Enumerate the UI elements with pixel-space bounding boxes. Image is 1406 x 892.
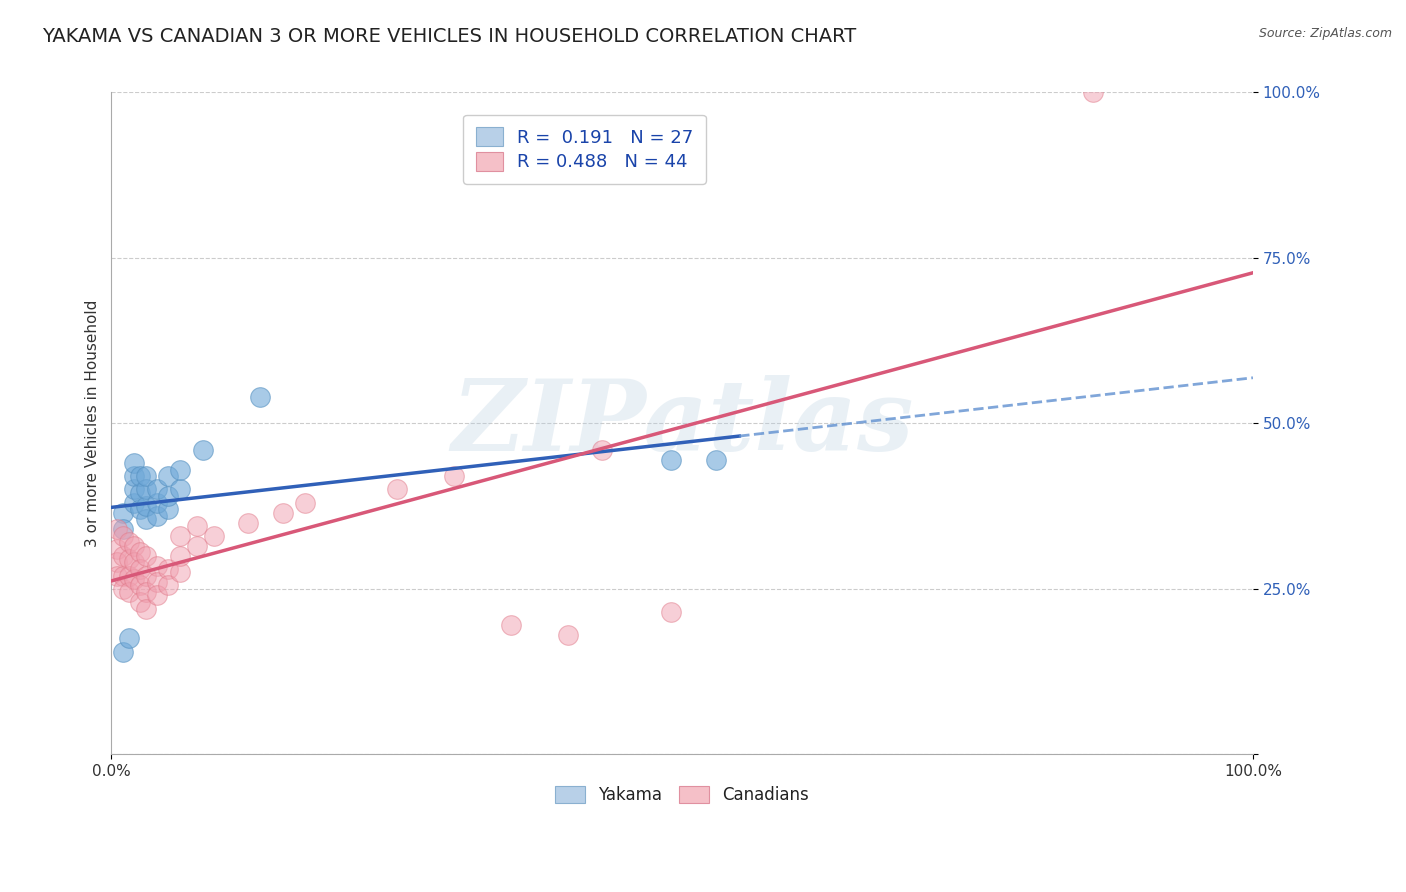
Point — [659, 605, 682, 619]
Point — [157, 469, 180, 483]
Point — [135, 601, 157, 615]
Point — [557, 628, 579, 642]
Point — [129, 485, 152, 500]
Point — [111, 522, 134, 536]
Point — [105, 522, 128, 536]
Point — [169, 565, 191, 579]
Point — [111, 582, 134, 596]
Point — [146, 558, 169, 573]
Point — [135, 499, 157, 513]
Y-axis label: 3 or more Vehicles in Household: 3 or more Vehicles in Household — [86, 300, 100, 547]
Point — [135, 483, 157, 497]
Point — [129, 502, 152, 516]
Point — [146, 483, 169, 497]
Point — [202, 529, 225, 543]
Point — [105, 555, 128, 569]
Point — [117, 568, 139, 582]
Point — [117, 535, 139, 549]
Point — [111, 568, 134, 582]
Point — [499, 618, 522, 632]
Point — [111, 529, 134, 543]
Point — [135, 585, 157, 599]
Point — [271, 506, 294, 520]
Point — [111, 549, 134, 563]
Point — [129, 545, 152, 559]
Point — [249, 390, 271, 404]
Point — [122, 456, 145, 470]
Point — [443, 469, 465, 483]
Point — [135, 469, 157, 483]
Point — [591, 442, 613, 457]
Legend: Yakama, Canadians: Yakama, Canadians — [547, 777, 817, 812]
Point — [117, 552, 139, 566]
Point — [146, 588, 169, 602]
Point — [186, 539, 208, 553]
Point — [169, 462, 191, 476]
Point — [129, 562, 152, 576]
Point — [157, 562, 180, 576]
Point — [111, 645, 134, 659]
Point — [294, 496, 316, 510]
Point — [157, 502, 180, 516]
Point — [659, 452, 682, 467]
Point — [1081, 86, 1104, 100]
Text: YAKAMA VS CANADIAN 3 OR MORE VEHICLES IN HOUSEHOLD CORRELATION CHART: YAKAMA VS CANADIAN 3 OR MORE VEHICLES IN… — [42, 27, 856, 45]
Point — [111, 506, 134, 520]
Point — [706, 452, 728, 467]
Point — [122, 469, 145, 483]
Text: Source: ZipAtlas.com: Source: ZipAtlas.com — [1258, 27, 1392, 40]
Point — [122, 483, 145, 497]
Point — [169, 529, 191, 543]
Point — [135, 549, 157, 563]
Point — [135, 512, 157, 526]
Point — [122, 572, 145, 586]
Point — [169, 483, 191, 497]
Point — [122, 496, 145, 510]
Point — [169, 549, 191, 563]
Point — [129, 578, 152, 592]
Point — [105, 568, 128, 582]
Point — [122, 555, 145, 569]
Point — [157, 578, 180, 592]
Point — [146, 508, 169, 523]
Point — [117, 585, 139, 599]
Point — [117, 632, 139, 646]
Text: ZIPatlas: ZIPatlas — [451, 375, 914, 472]
Point — [146, 575, 169, 590]
Point — [191, 442, 214, 457]
Point — [129, 469, 152, 483]
Point — [385, 483, 408, 497]
Point — [238, 516, 260, 530]
Point — [146, 496, 169, 510]
Point — [157, 489, 180, 503]
Point — [122, 539, 145, 553]
Point — [186, 519, 208, 533]
Point — [135, 568, 157, 582]
Point — [105, 542, 128, 557]
Point — [129, 595, 152, 609]
